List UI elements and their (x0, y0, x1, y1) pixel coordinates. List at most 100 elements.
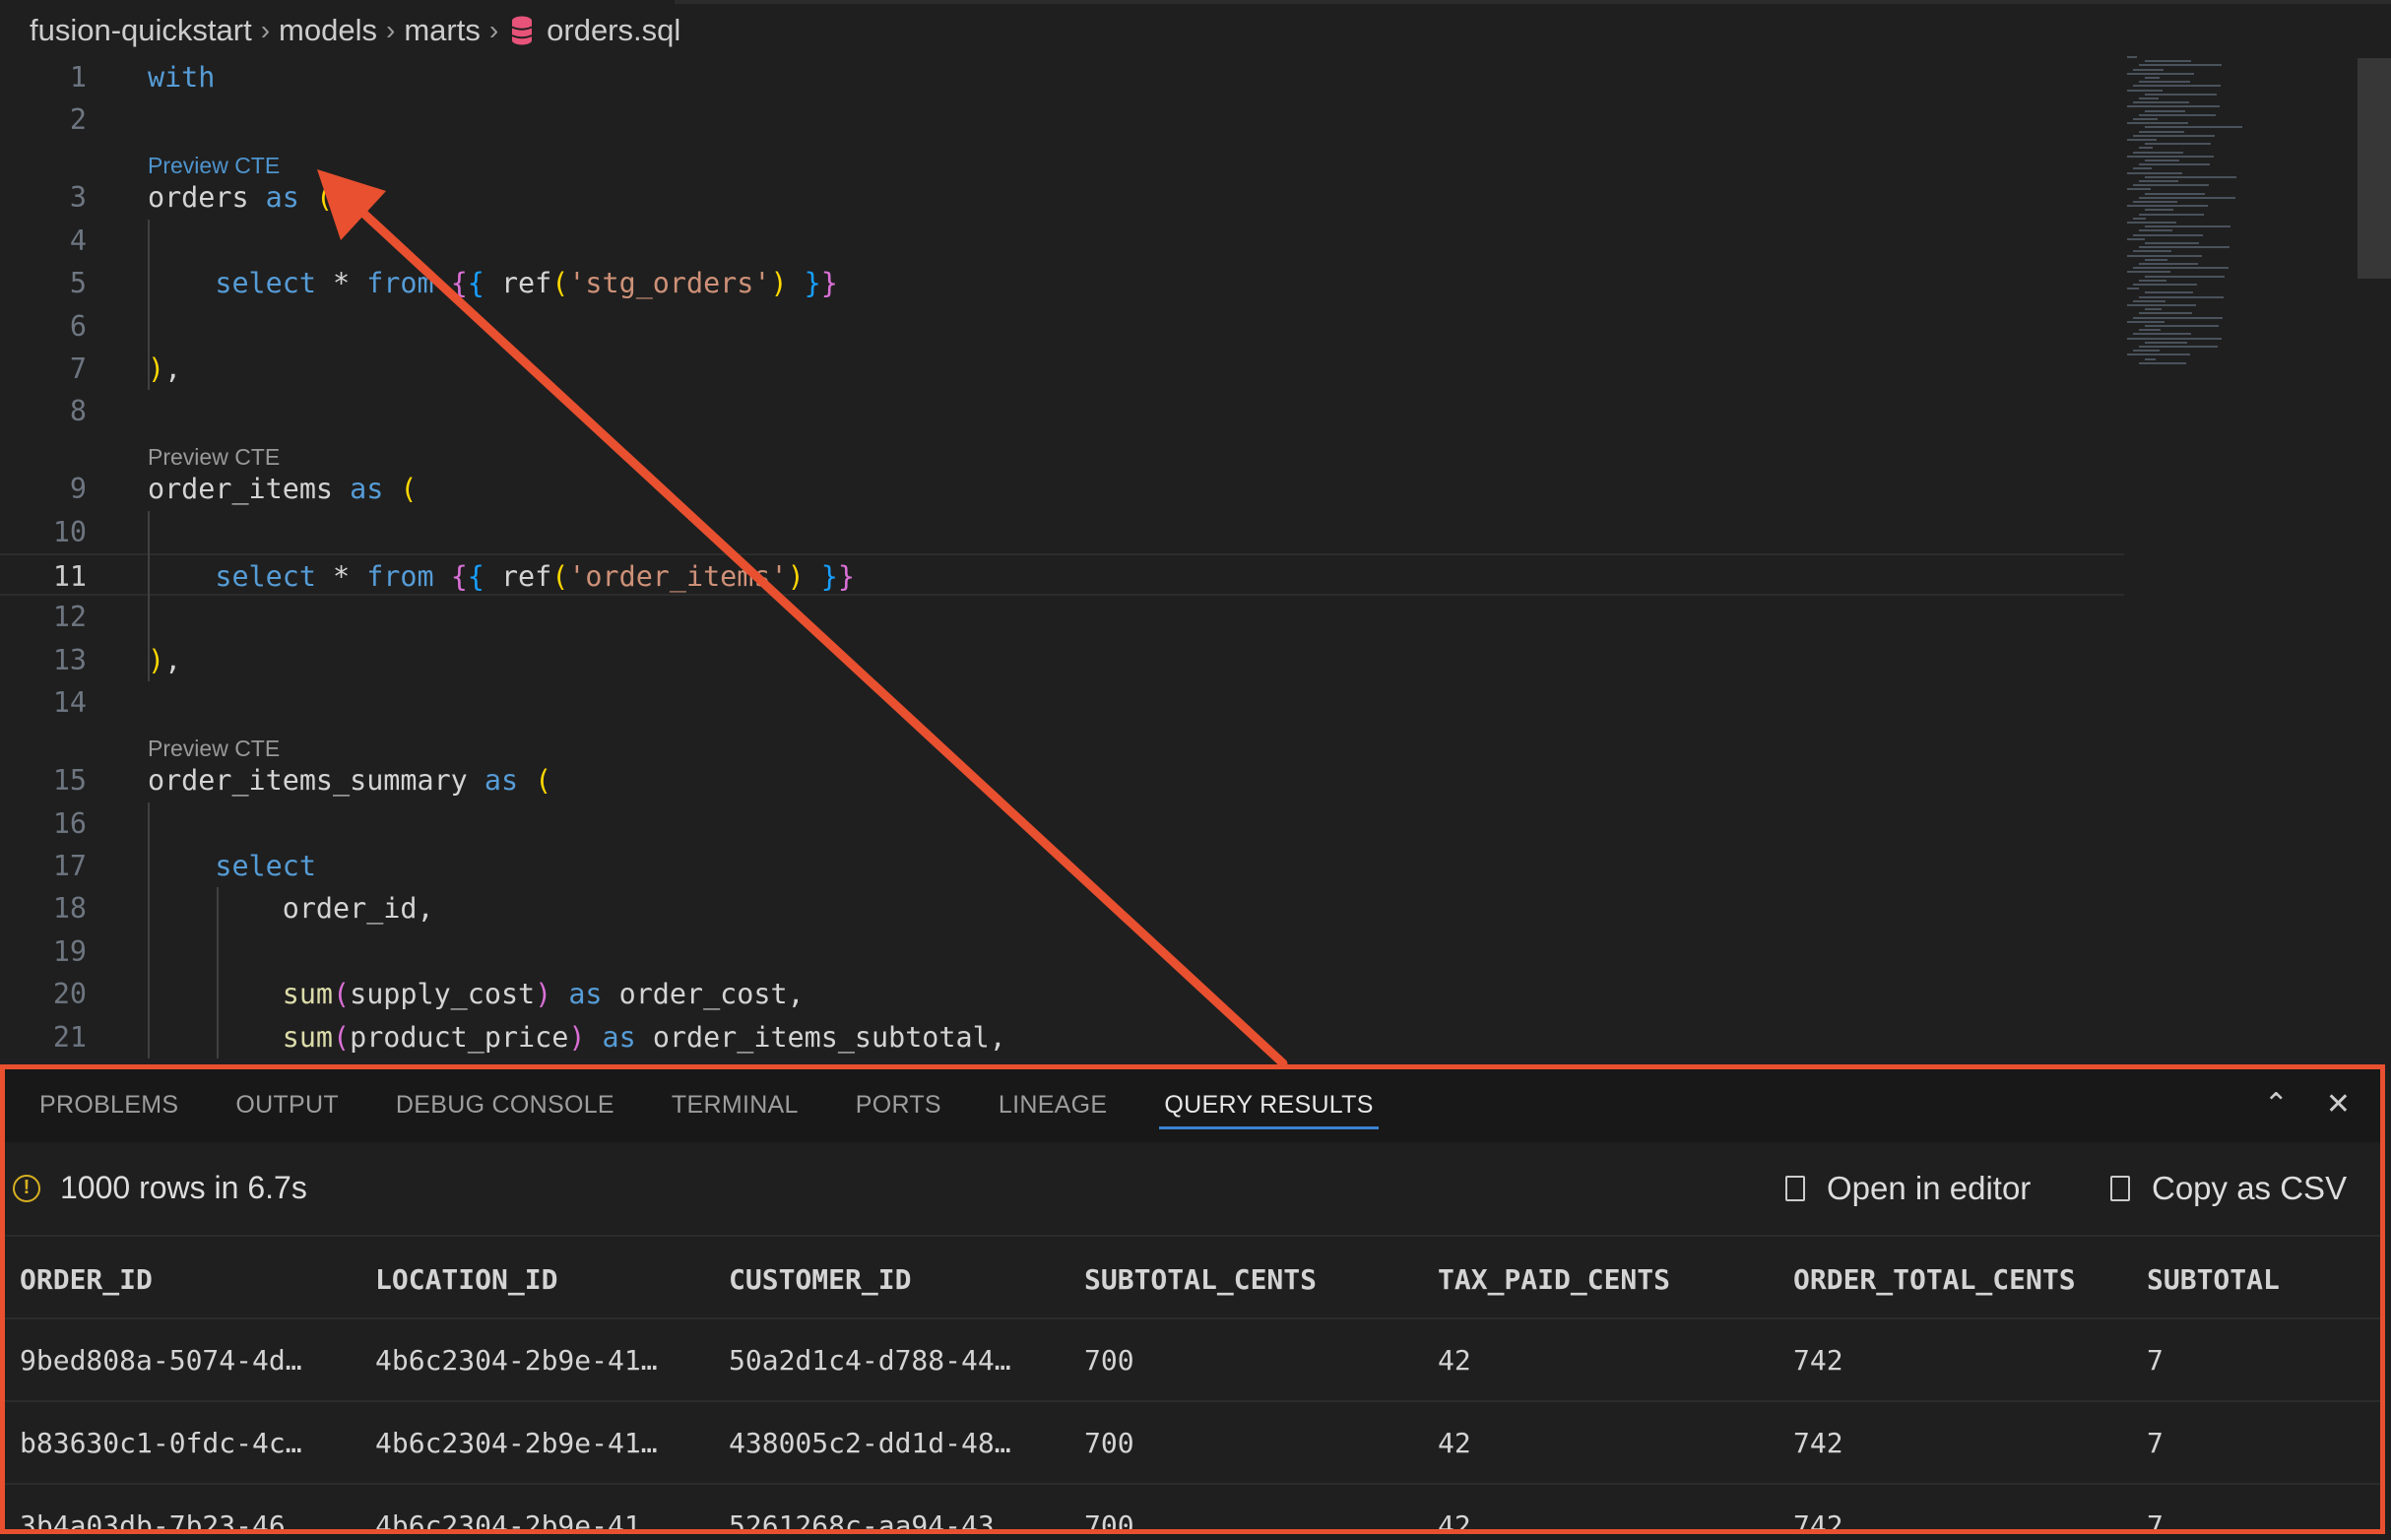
tab-lineage[interactable]: LINEAGE (998, 1091, 1108, 1119)
code-line[interactable]: 5 select * from {{ ref('stg_orders') }} (0, 262, 2354, 304)
breadcrumb-file[interactable]: orders.sql (547, 13, 681, 47)
code-line[interactable]: 11 select * from {{ ref('order_items') }… (0, 553, 2124, 597)
code-line[interactable]: 1 with (0, 56, 2354, 98)
indent-guide (148, 802, 150, 1059)
line-number: 7 (69, 352, 87, 385)
minimap-line (2139, 130, 2184, 133)
copy-as-csv-button[interactable]: Copy as CSV (2110, 1170, 2347, 1207)
open-in-editor-button[interactable]: Open in editor (1785, 1170, 2031, 1207)
column-header[interactable]: SUBTOTAL_CENTS (1084, 1263, 1318, 1296)
table-row[interactable]: b83630c1-0fdc-4c… 4b6c2304-2b9e-41… 438005… (5, 1402, 2380, 1485)
column-header[interactable]: TAX_PAID_CENTS (1438, 1263, 1671, 1296)
row-count-status: 1000 rows in 6.7s (60, 1170, 307, 1205)
code-line[interactable]: 13), (0, 639, 2354, 681)
tab-problems[interactable]: PROBLEMS (39, 1091, 179, 1119)
code-line[interactable]: 4 (0, 220, 2354, 262)
minimap-line (2127, 353, 2190, 356)
editor-scrollbar[interactable] (2358, 58, 2391, 279)
table-header-row: ORDER_ID LOCATION_ID CUSTOMER_ID SUBTOTAL_C… (5, 1239, 2380, 1319)
code-token: from (366, 267, 451, 300)
minimap-line (2127, 171, 2182, 174)
code-line[interactable]: 7), (0, 348, 2354, 390)
code-line[interactable]: 9 order_items as ( (0, 468, 2354, 510)
code-line[interactable]: 14 (0, 681, 2354, 724)
line-number: 8 (69, 395, 87, 428)
minimap-line (2139, 329, 2161, 332)
table-cell: 50a2d1c4-d788-44… (729, 1344, 1011, 1377)
code-token: orders (148, 181, 266, 215)
code-editor[interactable]: 1 with 2 Preview CTE 3 orders as (4 5 select *… (0, 56, 2354, 1060)
code-token: ) (770, 267, 805, 300)
code-token (148, 978, 283, 1010)
table-row[interactable]: 9bed808a-5074-4d… 4b6c2304-2b9e-41… 50a2d1… (5, 1319, 2380, 1402)
minimap[interactable] (2127, 56, 2265, 371)
table-cell: 5261268c-aa94-43… (729, 1509, 1011, 1534)
code-line[interactable]: 21 sum(product_price) as order_items_sub… (0, 1016, 2354, 1059)
column-header[interactable]: SUBTOTAL (2147, 1263, 2280, 1296)
column-header[interactable]: CUSTOMER_ID (729, 1263, 912, 1296)
code-line[interactable]: 16 (0, 802, 2354, 845)
minimap-line (2139, 64, 2222, 67)
code-line[interactable]: 20 sum(supply_cost) as order_cost, (0, 973, 2354, 1015)
code-line[interactable]: 3 orders as ( (0, 176, 2354, 219)
code-line[interactable]: 18 order_id, (0, 887, 2354, 930)
table-cell: 438005c2-dd1d-48… (729, 1427, 1011, 1459)
minimap-line (2133, 151, 2183, 154)
code-token: as (350, 473, 401, 506)
breadcrumb-item[interactable]: fusion-quickstart (30, 13, 252, 47)
column-header[interactable]: LOCATION_ID (375, 1263, 558, 1296)
code-token (148, 850, 215, 882)
table-cell: 742 (1793, 1344, 1843, 1377)
minimap-line (2139, 113, 2216, 116)
minimap-line (2127, 56, 2137, 58)
code-token: ) (787, 560, 821, 594)
panel-tab-bar: PROBLEMS OUTPUT DEBUG CONSOLE TERMINAL PORTS… (5, 1069, 2380, 1142)
maximize-panel-icon[interactable]: ⌃ (2263, 1088, 2289, 1121)
breadcrumb-item[interactable]: marts (404, 13, 481, 47)
preview-cte-codelens[interactable]: Preview CTE (148, 152, 281, 178)
minimap-line (2133, 299, 2165, 302)
table-cell: 42 (1438, 1509, 1471, 1534)
code-line[interactable]: 19 (0, 930, 2354, 973)
tab-debug-console[interactable]: DEBUG CONSOLE (395, 1091, 614, 1119)
copy-icon (2110, 1176, 2130, 1201)
minimap-line (2139, 163, 2210, 166)
code-line[interactable]: 12 (0, 596, 2354, 638)
code-token: ) (568, 1020, 603, 1054)
code-line[interactable]: 17 select (0, 845, 2354, 887)
code-text: sum(product_price) as order_items_subtot… (148, 1016, 1006, 1059)
column-header[interactable]: ORDER_TOTAL_CENTS (1793, 1263, 2076, 1296)
code-line[interactable]: 10 (0, 511, 2354, 553)
code-text: ), (148, 639, 181, 681)
code-line[interactable]: 6 (0, 305, 2354, 348)
line-number: 3 (69, 181, 87, 215)
preview-cte-codelens[interactable]: Preview CTE (148, 443, 281, 470)
close-panel-icon[interactable]: ✕ (2325, 1088, 2351, 1121)
table-cell: 7 (2147, 1344, 2164, 1377)
minimap-line (2145, 258, 2167, 261)
code-text: orders as ( (148, 176, 333, 219)
code-token: as (568, 978, 619, 1011)
code-line[interactable]: 8 (0, 390, 2354, 432)
code-line[interactable]: 2 (0, 98, 2354, 141)
tab-ports[interactable]: PORTS (855, 1091, 941, 1119)
line-number: 1 (69, 61, 87, 94)
code-token: select (215, 267, 334, 300)
minimap-line (2145, 126, 2242, 129)
minimap-line (2133, 267, 2229, 270)
column-header[interactable]: ORDER_ID (20, 1263, 153, 1296)
minimap-line (2133, 316, 2223, 319)
tab-output[interactable]: OUTPUT (235, 1091, 339, 1119)
preview-cte-codelens[interactable]: Preview CTE (148, 735, 281, 761)
table-row[interactable]: 3b4a03db-7b23-46… 4b6c2304-2b9e-41… 526126… (5, 1485, 2380, 1534)
minimap-line (2145, 341, 2187, 344)
line-number: 10 (52, 515, 87, 548)
code-token: as (484, 764, 536, 798)
breadcrumb-item[interactable]: models (279, 13, 377, 47)
minimap-line (2145, 275, 2225, 278)
tab-query-results[interactable]: QUERY RESULTS (1159, 1069, 1380, 1142)
minimap-line (2127, 205, 2208, 208)
tab-terminal[interactable]: TERMINAL (671, 1091, 799, 1119)
code-line[interactable]: 15 order_items_summary as ( (0, 759, 2354, 802)
code-token: order_id, (148, 892, 434, 926)
